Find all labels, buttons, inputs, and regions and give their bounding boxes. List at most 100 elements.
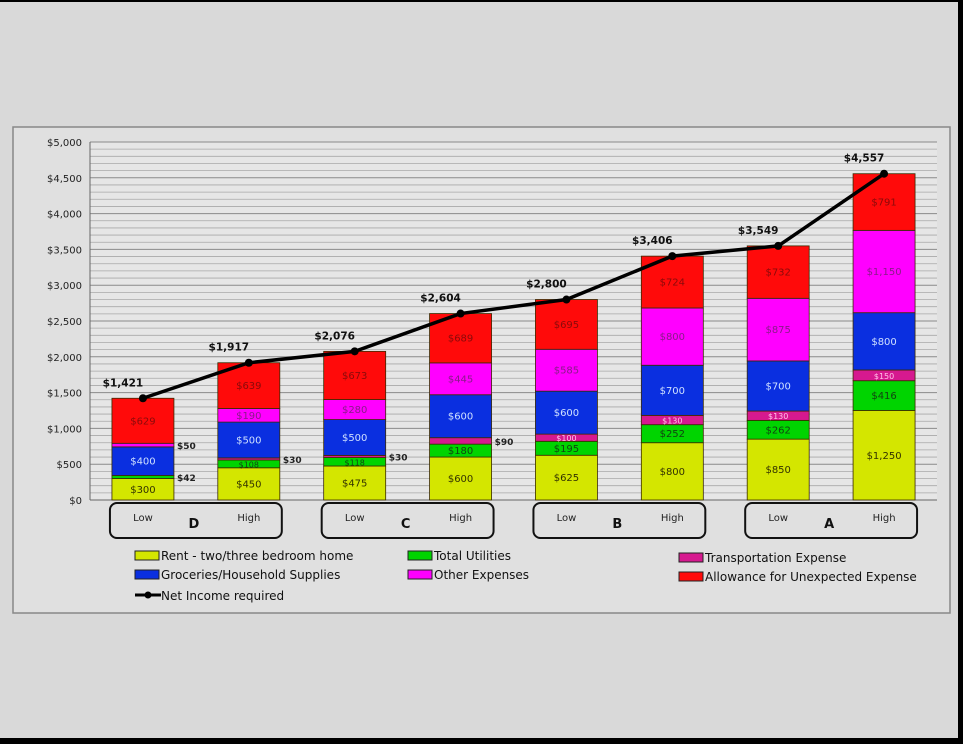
bar-segment xyxy=(852,380,916,411)
data-label: $673 xyxy=(342,371,367,382)
x-tick-label: High xyxy=(661,513,684,524)
net-income-marker xyxy=(456,309,465,318)
data-label: $629 xyxy=(130,416,155,427)
legend-swatch xyxy=(407,569,433,580)
category-group-box xyxy=(108,502,283,539)
y-tick-label: $1,500 xyxy=(47,389,82,400)
legend-label: Total Utilities xyxy=(433,549,511,563)
bar-segment xyxy=(217,467,281,501)
net-income-label: $2,604 xyxy=(420,293,461,305)
data-label: $639 xyxy=(236,381,261,392)
net-income-marker xyxy=(562,295,571,304)
legend-line-marker xyxy=(144,591,152,599)
data-label: $150 xyxy=(874,372,894,381)
data-label: $585 xyxy=(554,366,579,377)
data-label: $30 xyxy=(389,453,408,463)
bar-stack: $475 $118 $30 $500 $280 $673 xyxy=(323,350,408,501)
net-income-marker xyxy=(774,241,783,250)
data-label: $445 xyxy=(448,374,473,385)
data-label: $600 xyxy=(448,474,473,485)
data-label: $689 xyxy=(448,334,473,345)
legend-label: Allowance for Unexpected Expense xyxy=(705,570,917,584)
category-group-box xyxy=(532,502,707,539)
data-label: $791 xyxy=(871,198,896,209)
net-income-label: $2,800 xyxy=(526,279,567,291)
data-label: $400 xyxy=(130,457,155,468)
data-label: $500 xyxy=(342,433,367,444)
net-income-label: $1,917 xyxy=(209,342,250,354)
x-tick-label: Low xyxy=(557,513,577,524)
bar-segment xyxy=(217,421,281,459)
data-label: $190 xyxy=(236,411,261,422)
legend-swatch xyxy=(407,550,433,561)
data-label: $42 xyxy=(177,474,196,484)
net-income-label: $1,421 xyxy=(103,377,144,389)
net-income-label: $3,549 xyxy=(738,225,779,237)
legend-swatch xyxy=(678,571,704,582)
y-tick-label: $0 xyxy=(69,496,82,507)
data-label: $1,250 xyxy=(867,451,902,462)
legend-swatch xyxy=(134,550,160,561)
legend-swatch xyxy=(678,552,704,563)
net-income-marker xyxy=(138,394,147,403)
net-income-marker xyxy=(244,358,253,367)
bar-segment xyxy=(852,229,916,314)
data-label: $1,150 xyxy=(867,267,902,278)
data-label: $732 xyxy=(765,268,790,279)
y-tick-label: $1,000 xyxy=(47,424,82,435)
bar-segment xyxy=(535,348,598,392)
data-label: $700 xyxy=(660,386,685,397)
data-label: $500 xyxy=(236,435,261,446)
x-tick-label: Low xyxy=(133,513,153,524)
legend-label: Net Income required xyxy=(161,589,284,603)
data-label: $800 xyxy=(660,332,685,343)
bar-segment xyxy=(429,437,492,445)
y-tick-label: $2,500 xyxy=(47,317,82,328)
bar-segment xyxy=(323,350,387,400)
group-label: D xyxy=(188,517,199,532)
data-label: $100 xyxy=(556,434,576,443)
bar-segment xyxy=(640,442,704,501)
data-label: $280 xyxy=(342,405,367,416)
legend-label: Other Expenses xyxy=(434,568,529,582)
bar-stack: $450 $108 $30 $500 $190 $639 xyxy=(217,362,302,501)
bar-segment xyxy=(429,394,492,439)
data-label: $416 xyxy=(871,391,896,402)
net-income-label: $3,406 xyxy=(632,235,673,247)
group-label: B xyxy=(612,517,622,532)
data-label: $118 xyxy=(345,458,365,467)
category-group-box xyxy=(320,502,495,539)
bar-segment xyxy=(852,410,916,501)
bar-segment xyxy=(535,299,598,350)
net-income-label: $2,076 xyxy=(314,330,355,342)
data-label: $195 xyxy=(554,444,579,455)
data-label: $90 xyxy=(495,438,514,448)
net-income-marker xyxy=(880,169,889,178)
y-tick-label: $500 xyxy=(57,460,82,471)
net-income-marker xyxy=(350,347,359,356)
bar-stack: $800 $252 $130 $700 $800 $724 xyxy=(640,255,704,501)
x-tick-label: High xyxy=(449,513,472,524)
bar-segment xyxy=(640,364,704,416)
bar-stack: $1,250 $416 $150 $800 $1,150 $791 xyxy=(852,173,916,501)
net-income-label: $4,557 xyxy=(844,153,885,165)
bar-segment xyxy=(535,454,598,501)
bar-segment xyxy=(852,173,916,231)
bar-segment xyxy=(746,438,810,501)
data-label: $724 xyxy=(660,278,685,289)
data-label: $450 xyxy=(236,479,261,490)
bar-segment xyxy=(111,442,175,448)
legend-label: Rent - two/three bedroom home xyxy=(161,549,353,563)
data-label: $800 xyxy=(660,467,685,478)
data-label: $300 xyxy=(130,485,155,496)
bar-segment xyxy=(746,245,810,299)
data-label: $130 xyxy=(768,412,788,421)
y-tick-label: $4,500 xyxy=(47,174,82,185)
data-label: $625 xyxy=(554,473,579,484)
legend-label: Transportation Expense xyxy=(704,551,846,565)
y-tick-label: $3,000 xyxy=(47,281,82,292)
bar-segment xyxy=(111,475,175,479)
bar-segment xyxy=(746,360,810,412)
